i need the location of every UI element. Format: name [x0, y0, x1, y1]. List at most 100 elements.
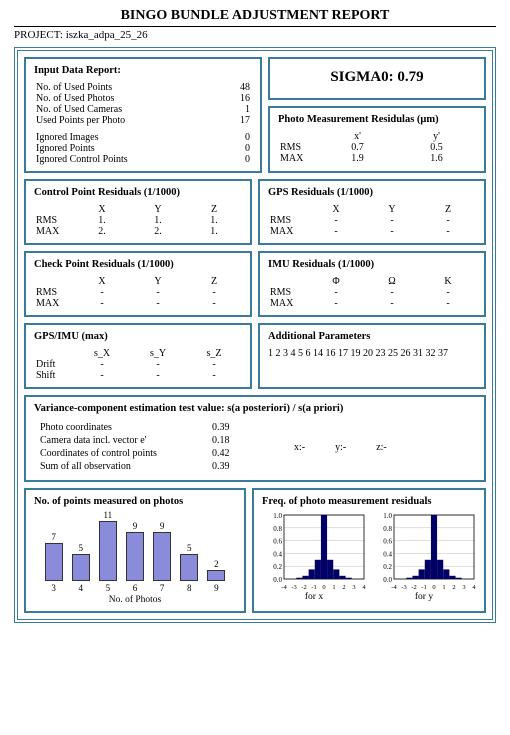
svg-text:-4: -4 [281, 584, 287, 591]
cell: 2. [74, 226, 130, 237]
bar-x-label: 3 [51, 583, 56, 593]
bar-value-label: 9 [160, 521, 165, 531]
row-label: RMS [34, 215, 74, 226]
cell: - [186, 298, 242, 309]
bar [180, 554, 198, 581]
cell: 1.6 [397, 153, 476, 164]
cell: - [364, 215, 420, 226]
cell: - [308, 298, 364, 309]
row-label: MAX [34, 226, 74, 237]
svg-text:-1: -1 [421, 584, 426, 591]
svg-text:0.6: 0.6 [273, 538, 282, 546]
bar-x-label: 6 [133, 583, 138, 593]
gps-res-heading: GPS Residuals (1/1000) [268, 187, 476, 198]
label: No. of Used Points [34, 82, 212, 93]
svg-text:1: 1 [332, 584, 335, 591]
cell: - [186, 359, 242, 370]
freq-chart: 1.00.80.60.40.20.0-4-3-2-101234for x1.00… [262, 513, 476, 602]
row-label: RMS [278, 142, 318, 153]
bar [126, 532, 144, 581]
cell: - [130, 370, 186, 381]
var-comp-table: Photo coordinates0.39Camera data incl. v… [34, 420, 274, 474]
project-line: PROJECT: iszka_adpa_25_26 [14, 26, 496, 41]
report-title: BINGO BUNDLE ADJUSTMENT REPORT [14, 8, 496, 24]
label: No. of Used Cameras [34, 104, 212, 115]
bar [207, 570, 225, 581]
imu-res-panel: IMU Residuals (1/1000) ΦΩKRMS---MAX--- [258, 251, 486, 317]
col-header: Ω [364, 276, 420, 287]
bar-value-label: 5 [78, 543, 83, 553]
gps-res-panel: GPS Residuals (1/1000) XYZRMS---MAX--- [258, 179, 486, 245]
imu-res-heading: IMU Residuals (1/1000) [268, 259, 476, 270]
label: Ignored Images [34, 132, 212, 143]
bar [45, 543, 63, 581]
svg-text:0: 0 [322, 584, 325, 591]
svg-text:4: 4 [362, 584, 366, 591]
freq-chart-panel: Freq. of photo measurement residuals 1.0… [252, 488, 486, 613]
bar-x-label: 7 [160, 583, 165, 593]
bar-x-label: 8 [187, 583, 192, 593]
col-header: x' [318, 131, 397, 142]
svg-text:4: 4 [472, 584, 476, 591]
cell: - [308, 287, 364, 298]
freq-sub-label: for x [262, 592, 366, 602]
cell: - [74, 359, 130, 370]
cell: - [74, 298, 130, 309]
row-label: RMS [34, 287, 74, 298]
svg-text:-1: -1 [311, 584, 316, 591]
control-res-heading: Control Point Residuals (1/1000) [34, 187, 242, 198]
vc-label: Coordinates of control points [36, 448, 206, 459]
vc-value: 0.42 [208, 448, 272, 459]
cell: - [186, 370, 242, 381]
svg-text:2: 2 [452, 584, 455, 591]
cell: - [308, 226, 364, 237]
bar-chart-panel: No. of points measured on photos 7354115… [24, 488, 246, 613]
bar-x-label: 5 [106, 583, 111, 593]
svg-text:0.6: 0.6 [383, 538, 392, 546]
sigma0-panel: SIGMA0: 0.79 [268, 57, 486, 100]
value: 17 [212, 115, 252, 126]
cell: - [420, 287, 476, 298]
bar-col: 58 [177, 543, 201, 593]
cell: - [364, 287, 420, 298]
row-label: MAX [268, 298, 308, 309]
gps-imu-max-heading: GPS/IMU (max) [34, 331, 242, 342]
imu-res-table: ΦΩKRMS---MAX--- [268, 276, 476, 309]
svg-text:0: 0 [432, 584, 435, 591]
gps-imu-max-table: s_Xs_Ys_ZDrift---Shift--- [34, 348, 242, 381]
cell: 1. [186, 226, 242, 237]
svg-text:-4: -4 [391, 584, 397, 591]
add-params-panel: Additional Parameters 1 2 3 4 5 6 14 16 … [258, 323, 486, 389]
value: 0 [212, 143, 252, 154]
cell: 2. [130, 226, 186, 237]
photo-meas-heading: Photo Measurement Residulas (μm) [278, 114, 476, 125]
col-header: Z [186, 204, 242, 215]
value: 16 [212, 93, 252, 104]
input-data-table-2: Ignored Images0Ignored Points0Ignored Co… [34, 132, 252, 165]
add-params-heading: Additional Parameters [268, 331, 476, 342]
label: Used Points per Photo [34, 115, 212, 126]
outer-frame: Input Data Report: No. of Used Points48N… [14, 47, 496, 623]
cell: - [420, 298, 476, 309]
value: 1 [212, 104, 252, 115]
vc-label: Sum of all observation [36, 461, 206, 472]
svg-text:0.8: 0.8 [273, 525, 282, 533]
bar-value-label: 7 [51, 532, 56, 542]
value: 0 [212, 154, 252, 165]
svg-text:0.4: 0.4 [383, 550, 392, 558]
photo-meas-panel: Photo Measurement Residulas (μm) x'y'RMS… [268, 106, 486, 173]
bar-value-label: 9 [133, 521, 138, 531]
col-header: s_X [74, 348, 130, 359]
vc-value: 0.39 [208, 422, 272, 433]
project-name: iszka_adpa_25_26 [66, 29, 148, 41]
bar-value-label: 5 [187, 543, 192, 553]
input-data-table: No. of Used Points48No. of Used Photos16… [34, 82, 252, 126]
bar-x-label: 4 [78, 583, 83, 593]
bar-col: 29 [204, 559, 228, 593]
freq-sub-label: for y [372, 592, 476, 602]
vc-value: 0.18 [208, 435, 272, 446]
row-label: MAX [34, 298, 74, 309]
bar-col: 54 [69, 543, 93, 593]
gps-imu-max-panel: GPS/IMU (max) s_Xs_Ys_ZDrift---Shift--- [24, 323, 252, 389]
value: 48 [212, 82, 252, 93]
